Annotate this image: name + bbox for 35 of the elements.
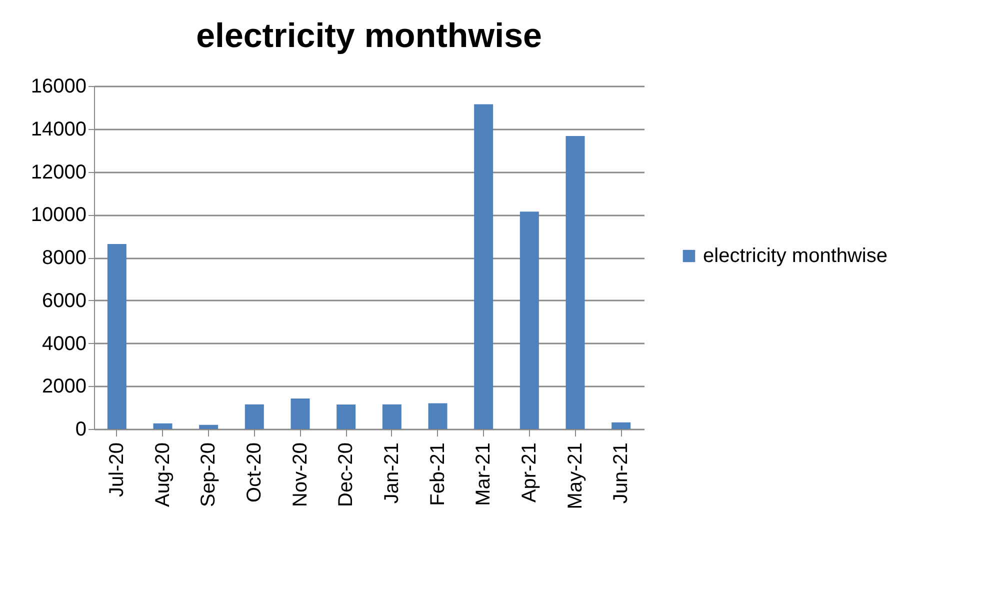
bar <box>153 423 172 429</box>
y-tick-label: 10000 <box>30 204 86 226</box>
y-tick-label: 16000 <box>30 76 86 98</box>
x-tick-label: Oct-20 <box>243 442 266 503</box>
y-tick-label: 14000 <box>30 118 86 140</box>
bar <box>199 424 218 429</box>
y-tick-label: 12000 <box>30 161 86 184</box>
bar <box>474 104 494 429</box>
x-tick-label: Apr-21 <box>518 442 540 503</box>
y-tick-label: 6000 <box>42 290 86 312</box>
x-tick-label: Jun-21 <box>610 442 632 504</box>
y-tick-label: 0 <box>75 418 86 440</box>
x-tick-label: Nov-20 <box>289 442 312 507</box>
y-tick-label: 2000 <box>42 376 86 398</box>
x-tick-label: Dec-20 <box>335 442 358 507</box>
bar <box>336 404 356 429</box>
bar <box>428 403 448 429</box>
bar <box>382 404 402 429</box>
x-tick-label: Feb-21 <box>426 442 449 506</box>
x-tick-label: Jul-20 <box>106 442 128 497</box>
bar <box>566 136 585 429</box>
bar <box>520 212 539 429</box>
bar <box>612 422 631 429</box>
bar <box>107 244 126 429</box>
chart-title: electricity monthwise <box>196 17 542 55</box>
y-tick-label: 4000 <box>42 332 86 355</box>
x-tick-label: Jan-21 <box>380 442 403 504</box>
legend-label: electricity monthwise <box>703 245 888 267</box>
x-tick-label: Mar-21 <box>472 442 495 506</box>
bar <box>290 398 310 429</box>
y-tick-label: 8000 <box>42 247 86 269</box>
x-tick-label: May-21 <box>564 442 586 510</box>
x-tick-label: Aug-20 <box>152 442 174 507</box>
x-tick-label: Sep-20 <box>198 442 220 507</box>
bar <box>244 404 264 429</box>
